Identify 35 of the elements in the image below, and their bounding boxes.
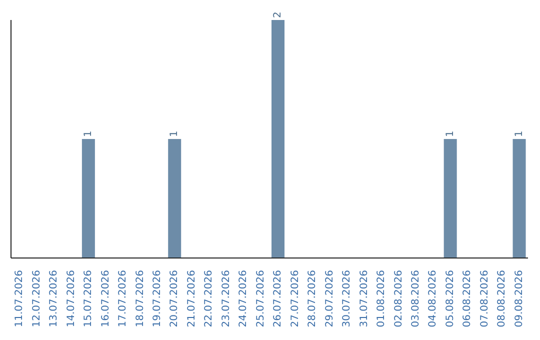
data-label: 1: [514, 130, 525, 137]
x-tick-label: 02.08.2026: [393, 270, 404, 328]
x-tick-label: 12.07.2026: [31, 270, 42, 328]
x-tick-label: 16.07.2026: [100, 270, 112, 328]
x-tick-label: 11.07.2026: [14, 270, 26, 328]
x-tick-label: 26.07.2026: [272, 270, 284, 328]
x-tick-label: 08.08.2026: [496, 270, 508, 328]
x-tick-label: 15.07.2026: [83, 270, 94, 328]
x-tick-label: 28.07.2026: [307, 270, 318, 328]
data-label: 1: [169, 130, 180, 137]
x-tick-label: 03.08.2026: [410, 270, 422, 328]
x-tick-label: 31.07.2026: [358, 270, 370, 328]
x-tick-label: 19.07.2026: [152, 270, 163, 328]
x-tick-label: 17.07.2026: [118, 270, 129, 328]
x-tick-label: 30.07.2026: [342, 270, 353, 328]
x-tick-label: 09.08.2026: [514, 270, 525, 328]
x-tick-label: 29.07.2026: [324, 270, 336, 328]
x-tick-label: 27.07.2026: [290, 270, 301, 328]
data-label: 1: [82, 130, 94, 137]
x-tick-label: 06.08.2026: [462, 270, 474, 328]
x-tick-label: 25.07.2026: [255, 270, 266, 328]
x-tick-label: 24.07.2026: [238, 270, 250, 328]
x-tick-label: 14.07.2026: [66, 270, 77, 328]
x-tick-label: 04.08.2026: [428, 270, 439, 328]
x-tick-label: 18.07.2026: [134, 270, 146, 328]
x-tick-label: 07.08.2026: [479, 270, 490, 328]
x-tick-label: 23.07.2026: [220, 270, 232, 328]
x-tick-label: 01.08.2026: [376, 270, 388, 328]
data-label: 2: [272, 12, 284, 18]
x-tick-label: 22.07.2026: [204, 270, 215, 328]
x-tick-label: 13.07.2026: [48, 270, 60, 328]
x-tick-label: 20.07.2026: [169, 270, 180, 328]
x-tick-label: 21.07.2026: [186, 270, 198, 328]
data-label: 1: [444, 130, 456, 137]
x-tick-label: 05.08.2026: [444, 270, 456, 328]
